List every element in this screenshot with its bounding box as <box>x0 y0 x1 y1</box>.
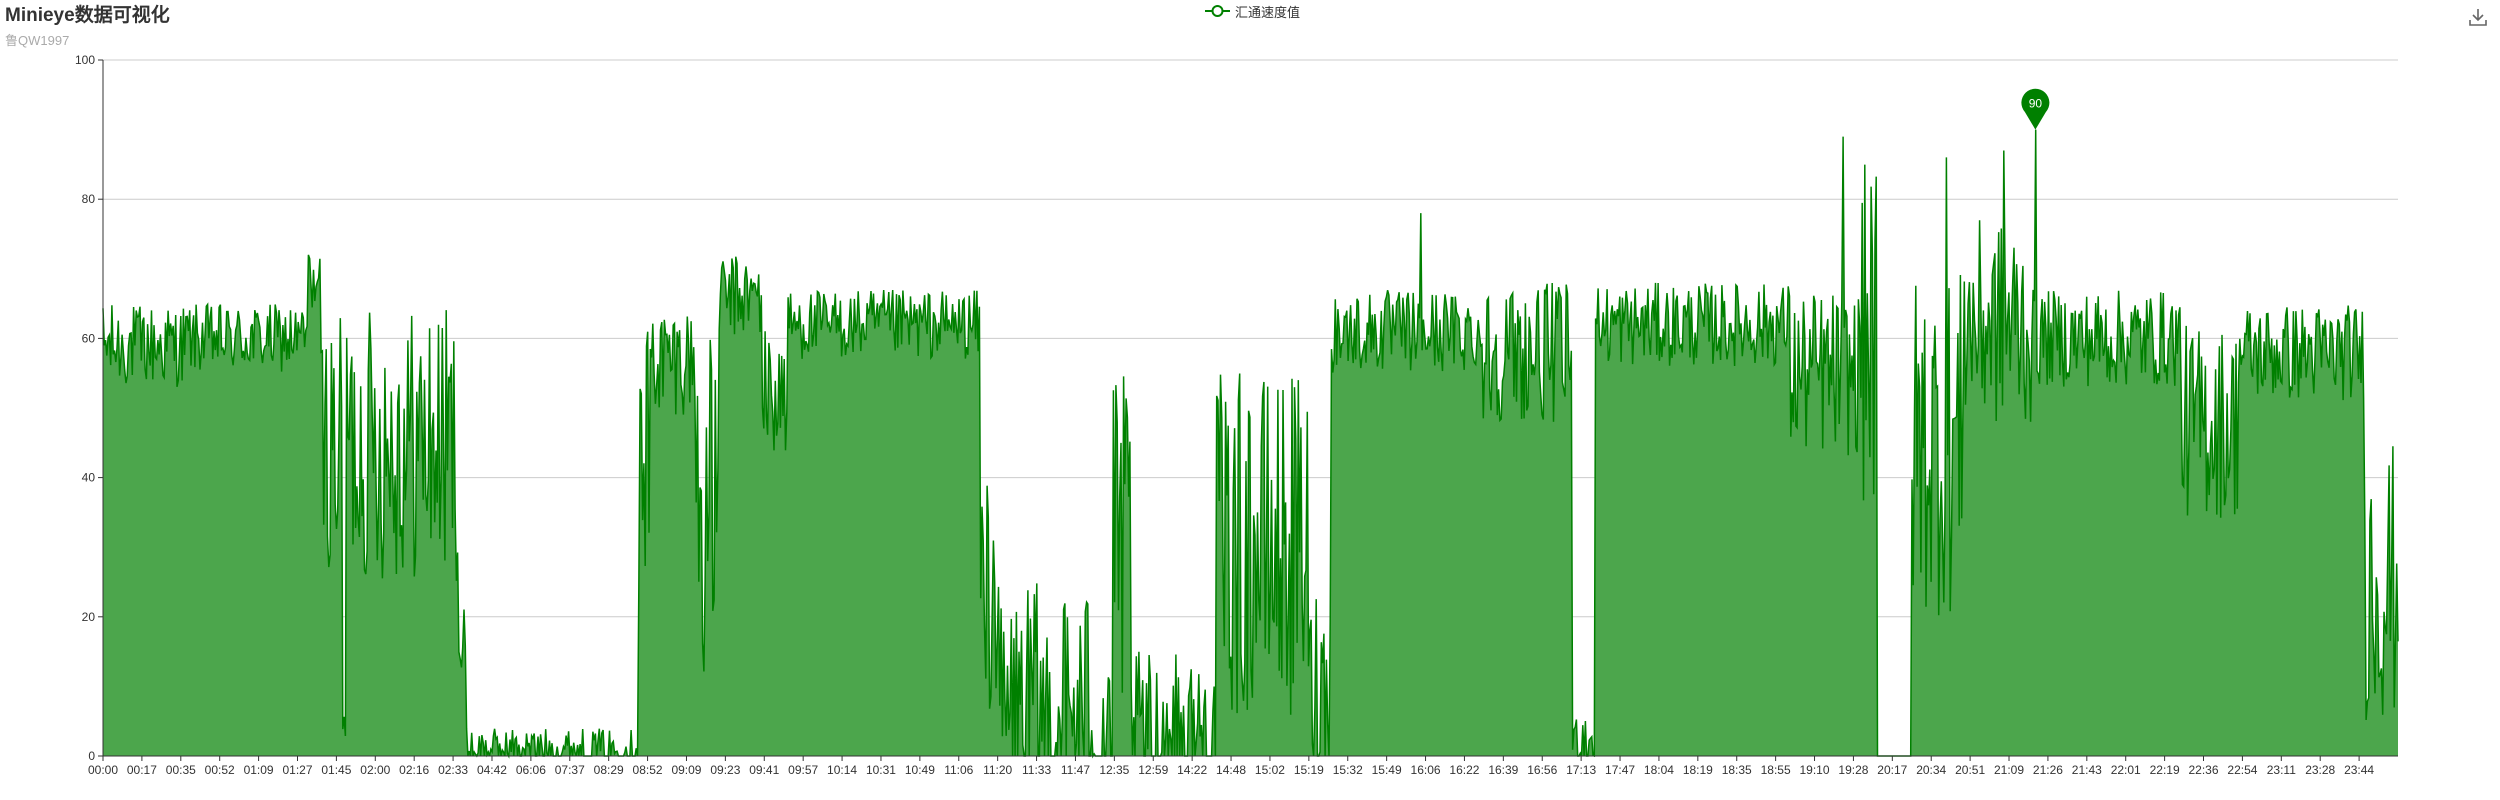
x-tick-label: 18:19 <box>1683 763 1713 777</box>
x-tick-label: 12:59 <box>1138 763 1168 777</box>
legend-line-circle-icon <box>1205 5 1230 17</box>
x-tick-label: 09:23 <box>710 763 740 777</box>
chart-title: Minieye数据可视化 <box>5 5 170 26</box>
x-tick-label: 19:28 <box>1838 763 1868 777</box>
download-icon <box>2469 9 2487 26</box>
series-line <box>102 129 2399 759</box>
mark-point: 90 <box>2021 88 2050 130</box>
x-tick-label: 18:35 <box>1722 763 1752 777</box>
x-tick-label: 12:35 <box>1099 763 1129 777</box>
x-tick-label: 16:56 <box>1527 763 1557 777</box>
x-tick-label: 14:48 <box>1216 763 1246 777</box>
x-tick-label: 00:52 <box>205 763 235 777</box>
x-tick-label: 09:57 <box>788 763 818 777</box>
x-tick-label: 00:35 <box>166 763 196 777</box>
series-area-fill <box>103 129 2398 757</box>
max-mark-pin <box>2021 88 2050 130</box>
y-tick-label: 80 <box>82 192 96 206</box>
x-tick-label: 21:26 <box>2033 763 2063 777</box>
x-tick-label: 02:33 <box>438 763 468 777</box>
y-tick-label: 0 <box>88 749 95 763</box>
x-tick-label: 00:00 <box>88 763 118 777</box>
x-tick-label: 02:00 <box>360 763 390 777</box>
x-tick-label: 22:19 <box>2150 763 2180 777</box>
chart-subtitle: 鲁QW1997 <box>5 33 70 48</box>
x-tick-label: 23:44 <box>2344 763 2374 777</box>
max-mark-label: 90 <box>2029 97 2043 111</box>
x-tick-label: 15:19 <box>1294 763 1324 777</box>
x-tick-label: 09:41 <box>749 763 779 777</box>
x-tick-label: 21:43 <box>2072 763 2102 777</box>
x-tick-label: 20:17 <box>1877 763 1907 777</box>
x-tick-label: 20:34 <box>1916 763 1946 777</box>
x-tick-label: 08:29 <box>594 763 624 777</box>
legend-label: 汇通速度值 <box>1235 4 1301 20</box>
x-tick-label: 17:13 <box>1566 763 1596 777</box>
x-tick-label: 11:20 <box>983 763 1012 777</box>
x-tick-label: 10:14 <box>827 763 857 777</box>
x-tick-label: 11:33 <box>1022 763 1051 777</box>
x-tick-label: 18:55 <box>1761 763 1791 777</box>
save-as-image-button[interactable] <box>2467 6 2489 28</box>
x-tick-label: 23:28 <box>2305 763 2335 777</box>
x-tick-label: 15:32 <box>1333 763 1363 777</box>
x-tick-label: 22:01 <box>2111 763 2141 777</box>
x-tick-label: 22:54 <box>2227 763 2257 777</box>
x-tick-label: 01:45 <box>321 763 351 777</box>
axes: 0 20 40 60 80 100 00:00 00:17 00:35 00:52 01:09 01:… <box>75 53 2398 777</box>
x-tick-label: 02:16 <box>399 763 429 777</box>
x-tick-label: 00:17 <box>127 763 157 777</box>
series-area <box>102 129 2399 759</box>
x-tick-label: 19:10 <box>1800 763 1830 777</box>
x-tick-label: 11:06 <box>944 763 973 777</box>
x-tick-label: 16:22 <box>1449 763 1479 777</box>
x-tick-label: 16:06 <box>1411 763 1441 777</box>
y-tick-label: 40 <box>82 471 96 485</box>
x-tick-label: 01:27 <box>282 763 312 777</box>
x-tick-label: 15:49 <box>1372 763 1402 777</box>
y-tick-label: 60 <box>82 331 96 345</box>
x-tick-label: 01:09 <box>244 763 274 777</box>
x-tick-label: 23:11 <box>2267 763 2296 777</box>
x-tick-label: 10:31 <box>866 763 896 777</box>
x-tick-label: 09:09 <box>671 763 701 777</box>
x-tick-label: 18:04 <box>1644 763 1674 777</box>
x-tick-label: 20:51 <box>1955 763 1985 777</box>
x-tick-label: 14:22 <box>1177 763 1207 777</box>
x-tick-label: 08:52 <box>633 763 663 777</box>
x-tick-label: 16:39 <box>1488 763 1518 777</box>
y-tick-label: 100 <box>75 53 95 67</box>
x-tick-label: 04:42 <box>477 763 507 777</box>
y-tick-label: 20 <box>82 610 96 624</box>
x-tick-label: 06:06 <box>516 763 546 777</box>
legend-item-series[interactable]: 汇通速度值 <box>1205 1 1300 21</box>
x-tick-label: 10:49 <box>905 763 935 777</box>
x-tick-label: 21:09 <box>1994 763 2024 777</box>
x-tick-label: 07:37 <box>555 763 585 777</box>
x-tick-label: 15:02 <box>1255 763 1285 777</box>
x-tick-label: 22:36 <box>2188 763 2218 777</box>
x-tick-label: 11:47 <box>1061 763 1090 777</box>
x-tick-label: 17:47 <box>1605 763 1635 777</box>
